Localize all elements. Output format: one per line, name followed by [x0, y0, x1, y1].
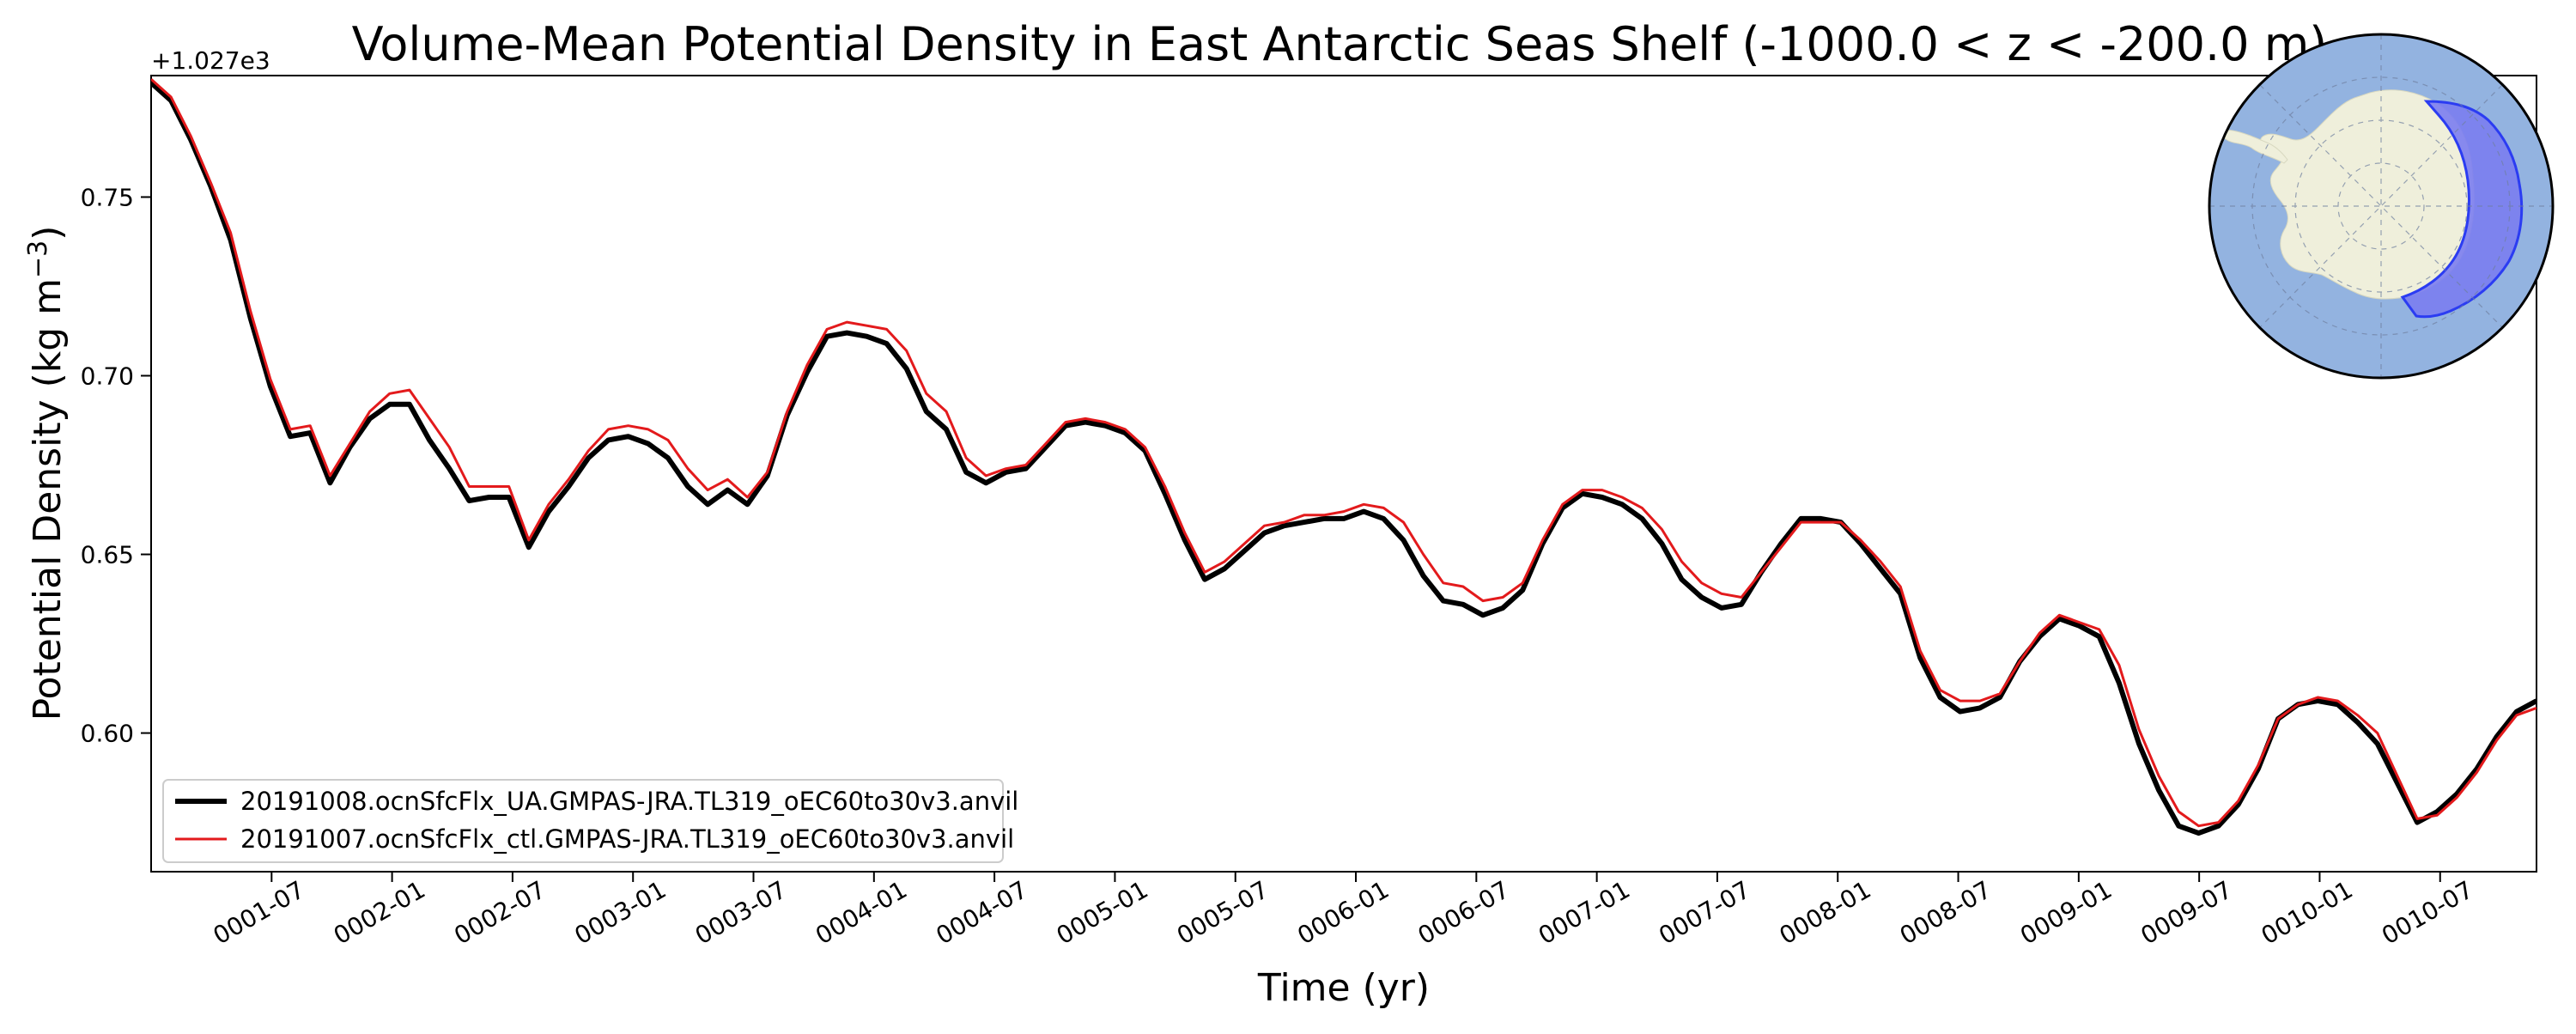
x-tick-label: 0001-07 — [209, 875, 310, 950]
series-line-ua — [151, 81, 2537, 836]
series-line-ctl — [151, 78, 2537, 828]
legend-label-ctl: 20191007.ocnSfcFlx_ctl.GMPAS-JRA.TL319_o… — [240, 824, 1014, 854]
chart-title: Volume-Mean Potential Density in East An… — [352, 17, 2328, 71]
x-tick-label: 0006-07 — [1413, 875, 1515, 950]
y-tick-label: 0.65 — [81, 541, 134, 569]
x-tick-label: 0003-01 — [570, 875, 671, 950]
south-polar-map-icon — [2208, 33, 2555, 380]
legend-box — [162, 779, 1004, 863]
x-tick-label: 0002-01 — [329, 875, 430, 950]
y-tick-label: 0.70 — [81, 362, 134, 390]
x-tick-label: 0007-01 — [1534, 875, 1635, 950]
x-tick-label: 0009-07 — [2136, 875, 2237, 950]
x-tick-label: 0008-01 — [1775, 875, 1876, 950]
x-tick-label: 0005-07 — [1172, 875, 1273, 950]
series-layer — [151, 78, 2537, 836]
map-graticule — [2209, 34, 2553, 378]
x-tick-label: 0004-07 — [931, 875, 1032, 950]
map-east-antarctic-region — [2400, 100, 2524, 319]
x-tick-label: 0008-07 — [1895, 875, 1996, 950]
legend-label-ua: 20191008.ocnSfcFlx_UA.GMPAS-JRA.TL319_oE… — [240, 787, 1018, 816]
y-axis: 0.60 0.65 0.70 0.75 — [81, 183, 151, 748]
y-tick-label: 0.75 — [81, 183, 134, 211]
y-tick-label: 0.60 — [81, 720, 134, 748]
x-tick-label: 0003-07 — [690, 875, 792, 950]
x-tick-label: 0002-07 — [449, 875, 550, 950]
map-border — [2208, 33, 2555, 380]
legend: 20191008.ocnSfcFlx_UA.GMPAS-JRA.TL319_oE… — [162, 779, 1018, 863]
x-tick-label: 0010-07 — [2377, 875, 2478, 950]
y-axis-label-superscript: −3 — [23, 240, 53, 278]
x-tick-label: 0009-01 — [2015, 875, 2117, 950]
y-axis-label-main: Potential Density (kg m — [26, 278, 70, 721]
x-tick-label: 0007-07 — [1654, 875, 1755, 950]
y-axis-label-close: ) — [26, 226, 70, 240]
x-tick-label: 0006-01 — [1292, 875, 1394, 950]
plot-area — [150, 75, 2537, 873]
x-tick-label: 0004-01 — [811, 875, 912, 950]
y-axis-offset-label: +1.027e3 — [151, 46, 270, 75]
x-tick-label: 0010-01 — [2257, 875, 2358, 950]
x-axis-label: Time (yr) — [1257, 966, 1430, 1010]
y-axis-label: Potential Density (kg m−3) — [23, 226, 70, 721]
x-axis: 0001-07 0002-01 0002-07 0003-01 0003-07 0004-… — [209, 872, 2478, 950]
x-tick-label: 0005-01 — [1052, 875, 1153, 950]
